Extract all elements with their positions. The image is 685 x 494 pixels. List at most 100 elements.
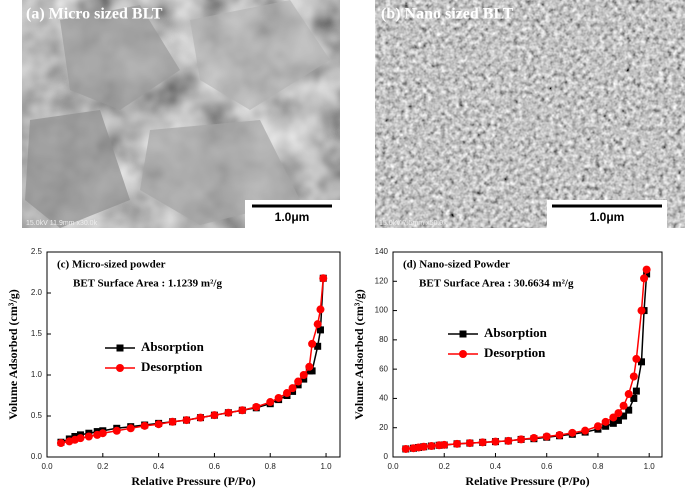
marker: [642, 265, 651, 274]
marker: [581, 426, 590, 435]
y-tick-label: 0: [384, 452, 389, 461]
marker: [299, 371, 308, 379]
marker: [305, 362, 314, 371]
plot-frame: [46, 251, 341, 458]
legend-marker: [116, 344, 124, 352]
marker: [140, 421, 149, 430]
y-tick-label: 20: [379, 423, 388, 432]
marker: [614, 409, 623, 418]
marker: [84, 432, 93, 441]
marker: [282, 389, 291, 398]
marker: [308, 367, 316, 375]
marker: [314, 342, 322, 350]
marker: [638, 358, 646, 366]
marker: [316, 326, 324, 334]
marker: [98, 429, 107, 438]
y-tick-label: 2.5: [31, 247, 43, 256]
sem-image-b: 1.0μm (b) Nano sized BLT 15.0kV 7.5mm x5…: [375, 0, 685, 228]
marker: [224, 408, 233, 417]
marker: [630, 394, 638, 402]
x-tick-label: 0.0: [387, 462, 399, 471]
x-tick-label: 0.0: [41, 462, 53, 471]
y-tick-label: 0.5: [31, 411, 43, 420]
marker: [300, 375, 308, 383]
marker: [196, 413, 205, 422]
scale-bar-label: 1.0μm: [275, 210, 310, 224]
chart-panel: 0.0 0.2 0.4 0.6 0.8 1.0 0 20 40 60 80 100 120 140 Rela…: [352, 247, 663, 488]
marker: [252, 402, 261, 411]
y-tick-label: 100: [375, 306, 389, 315]
marker: [609, 419, 617, 427]
x-tick-label: 0.6: [209, 462, 221, 471]
marker: [453, 439, 462, 448]
x-tick-label: 0.8: [592, 462, 604, 471]
y-tick-label: 140: [375, 247, 389, 256]
marker: [419, 442, 428, 451]
y-axis-label: Volume Adsorbed (cm³/g): [6, 289, 20, 420]
marker: [601, 417, 610, 426]
legend-label: Absorption: [484, 325, 548, 340]
marker: [542, 432, 551, 441]
x-tick-label: 0.6: [541, 462, 553, 471]
marker: [465, 439, 474, 448]
marker: [288, 384, 297, 393]
y-tick-label: 120: [375, 276, 389, 285]
x-axis-label: Relative Pressure (P/Po): [131, 474, 255, 488]
marker: [643, 270, 651, 278]
x-tick-label: 1.0: [644, 462, 656, 471]
legend-marker: [116, 364, 124, 372]
y-tick-label: 0.0: [31, 452, 43, 461]
image-info: 15.0kV 11.9mm x30.0k: [26, 220, 98, 227]
marker: [593, 422, 602, 431]
image-label: (a) Micro sized BLT: [26, 6, 163, 23]
x-tick-label: 0.8: [265, 462, 277, 471]
x-tick-label: 0.2: [97, 462, 109, 471]
marker: [112, 426, 121, 435]
x-tick-label: 0.2: [439, 462, 451, 471]
marker: [210, 411, 219, 420]
marker: [640, 274, 649, 283]
marker: [555, 431, 564, 440]
legend-label: Absorption: [141, 339, 205, 354]
y-axis-label: Volume Adsorbed (cm³/g): [352, 289, 366, 420]
marker: [624, 390, 633, 399]
marker: [517, 435, 526, 444]
x-tick-label: 0.4: [153, 462, 165, 471]
legend-marker: [459, 350, 467, 358]
y-tick-label: 1.0: [31, 370, 43, 379]
x-tick-label: 1.0: [320, 462, 332, 471]
y-tick-label: 1.5: [31, 329, 43, 338]
legend-label: Desorption: [141, 359, 203, 374]
x-tick-label: 0.4: [490, 462, 502, 471]
marker: [632, 354, 641, 363]
scale-bar-label: 1.0μm: [590, 210, 625, 224]
marker: [491, 437, 500, 446]
y-tick-label: 60: [379, 364, 388, 373]
marker: [274, 393, 283, 402]
y-tick-label: 40: [379, 394, 388, 403]
y-tick-label: 80: [379, 335, 388, 344]
marker: [504, 436, 513, 445]
panel-title: (c) Micro-sized powder: [57, 259, 166, 271]
marker: [401, 444, 410, 453]
marker: [154, 420, 163, 429]
marker: [637, 306, 646, 315]
marker: [316, 305, 325, 314]
panel-title: (d) Nano-sized Powder: [403, 259, 510, 271]
annotation: BET Surface Area : 30.6634 m²/g: [419, 278, 574, 290]
marker: [529, 433, 538, 442]
marker: [619, 401, 628, 410]
marker: [478, 438, 487, 447]
marker: [126, 424, 135, 433]
image-info: 15.0kV 7.5mm x50.0k: [379, 220, 447, 227]
marker: [56, 439, 65, 448]
marker: [313, 320, 322, 329]
x-axis-label: Relative Pressure (P/Po): [465, 474, 589, 488]
marker: [440, 440, 449, 449]
marker: [76, 434, 85, 443]
y-tick-label: 2.0: [31, 288, 43, 297]
marker: [266, 398, 275, 407]
marker: [568, 428, 577, 437]
